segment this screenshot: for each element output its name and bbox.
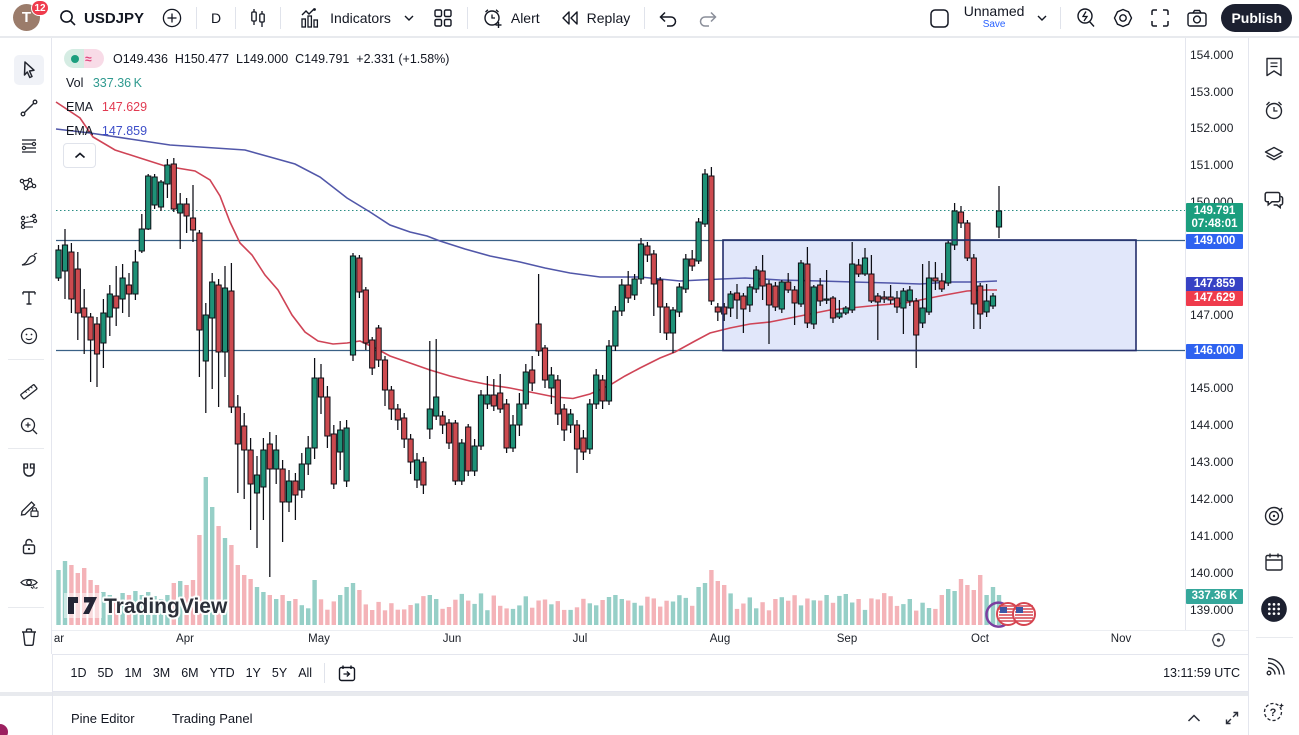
svg-text:?: ? bbox=[1270, 707, 1277, 719]
svg-text:TradingView: TradingView bbox=[104, 595, 228, 618]
